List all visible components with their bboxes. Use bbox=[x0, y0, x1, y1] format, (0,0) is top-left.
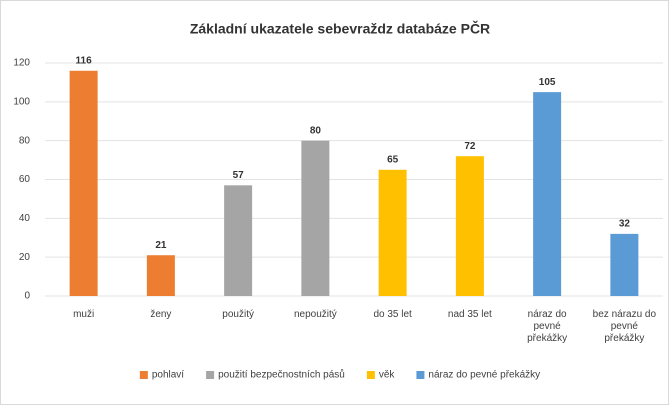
y-tick-label: 80 bbox=[19, 135, 31, 146]
x-tick-label: ženy bbox=[150, 309, 171, 320]
legend-item: použití bezpečnostních pásů bbox=[206, 369, 345, 381]
x-tick-label: nepoužitý bbox=[294, 309, 337, 320]
legend-label: použití bezpečnostních pásů bbox=[218, 369, 345, 381]
legend-item: pohlaví bbox=[139, 370, 184, 381]
bar bbox=[224, 185, 253, 296]
y-tick-label: 40 bbox=[19, 213, 31, 224]
legend-swatch bbox=[206, 371, 215, 379]
legend-label: pohlaví bbox=[152, 370, 184, 381]
y-tick-label: 20 bbox=[19, 252, 31, 263]
legend-label: náraz do pevné překážky bbox=[428, 370, 540, 381]
data-label: 72 bbox=[464, 141, 476, 152]
bar bbox=[378, 169, 407, 296]
x-tick-label: muži bbox=[73, 309, 94, 320]
legend-label: věk bbox=[379, 370, 396, 381]
bar bbox=[69, 70, 98, 297]
data-label: 105 bbox=[539, 77, 556, 88]
y-tick-label: 100 bbox=[13, 96, 30, 107]
bar bbox=[146, 255, 175, 296]
legend: pohlaví použití bezpečnostních pásů věk nár… bbox=[139, 369, 540, 381]
data-label: 57 bbox=[233, 170, 245, 181]
x-tick-label: náraz do pevné překážky bbox=[527, 309, 567, 344]
data-label: 116 bbox=[76, 55, 93, 66]
data-label: 21 bbox=[155, 240, 167, 251]
legend-swatch bbox=[139, 371, 148, 379]
x-tick-label: nad 35 let bbox=[448, 309, 492, 320]
data-label: 80 bbox=[310, 125, 322, 136]
bar bbox=[455, 156, 484, 296]
legend-item: věk bbox=[366, 370, 396, 381]
y-tick-label: 0 bbox=[24, 291, 30, 302]
y-tick-label: 120 bbox=[13, 58, 30, 69]
data-label: 32 bbox=[619, 219, 631, 230]
bar bbox=[610, 233, 639, 296]
x-tick-label: použitý bbox=[222, 309, 254, 320]
bar bbox=[533, 92, 562, 296]
chart-title: Základní ukazatele sebevraždz databáze P… bbox=[190, 20, 490, 37]
x-tick-label: do 35 let bbox=[373, 309, 412, 320]
x-tick-label: bez nárazu do pevné překážky bbox=[593, 309, 657, 344]
legend-swatch bbox=[416, 371, 425, 379]
y-tick-label: 60 bbox=[19, 174, 31, 185]
legend-item: náraz do pevné překážky bbox=[416, 370, 540, 381]
data-label: 65 bbox=[387, 154, 399, 165]
legend-swatch bbox=[366, 371, 375, 379]
bar bbox=[301, 140, 330, 296]
